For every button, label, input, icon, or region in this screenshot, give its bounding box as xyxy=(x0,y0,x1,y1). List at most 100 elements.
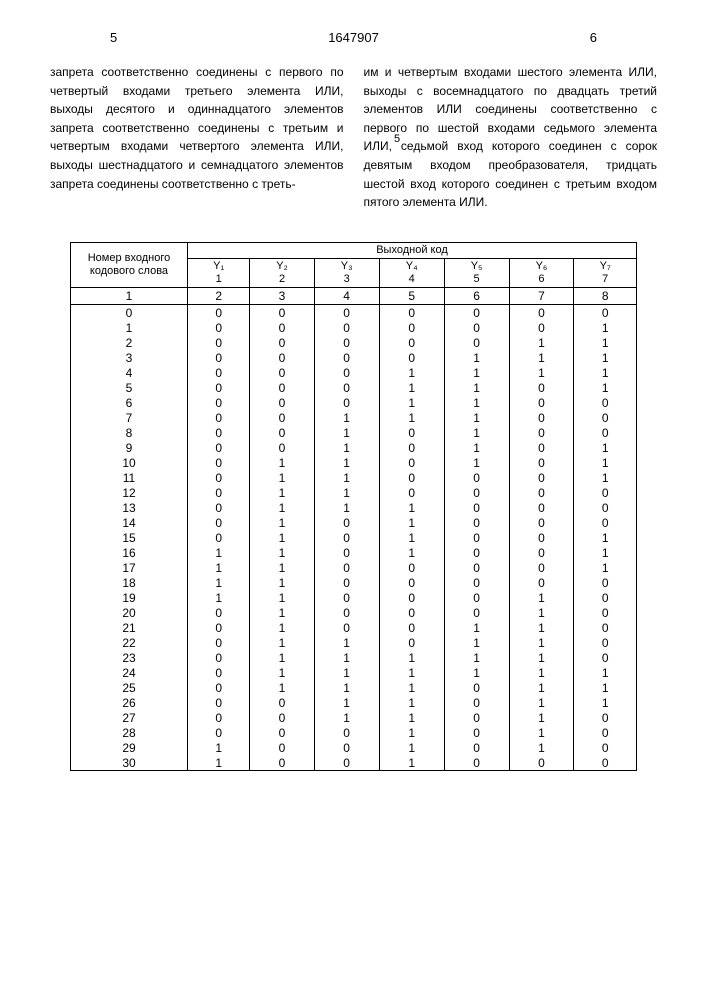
line-number-margin: 5 xyxy=(394,133,400,145)
table-cell: 0 xyxy=(188,455,250,470)
table-row: 100110101 xyxy=(71,455,637,470)
table-row: 60001100 xyxy=(71,395,637,410)
table-cell: 0 xyxy=(188,350,250,365)
table-cell: 1 xyxy=(188,590,250,605)
table-cell: 7 xyxy=(71,410,188,425)
table-cell: 0 xyxy=(188,515,250,530)
table-row: 00000000 xyxy=(71,305,637,321)
table-row: 191100010 xyxy=(71,590,637,605)
table-cell: 1 xyxy=(574,695,637,710)
table-cell: 0 xyxy=(188,365,250,380)
table-cell: 0 xyxy=(509,755,574,771)
table-cell: 3 xyxy=(71,350,188,365)
table-cell: 1 xyxy=(71,320,188,335)
table-cell: 1 xyxy=(250,515,314,530)
table-cell: 14 xyxy=(71,515,188,530)
table-cell: 1 xyxy=(574,380,637,395)
table-cell: 0 xyxy=(509,425,574,440)
col-header-y: Y₆6 xyxy=(509,258,574,287)
table-cell: 0 xyxy=(379,440,444,455)
col-header-word-number: Номер входного кодового слова xyxy=(71,242,188,288)
table-cell: 0 xyxy=(188,470,250,485)
table-cell: 1 xyxy=(379,695,444,710)
table-cell: 0 xyxy=(250,335,314,350)
table-cell: 0 xyxy=(509,455,574,470)
table-cell: 0 xyxy=(314,335,379,350)
table-cell: 1 xyxy=(379,755,444,771)
table-row: 260011011 xyxy=(71,695,637,710)
table-cell: 25 xyxy=(71,680,188,695)
table-cell: 0 xyxy=(509,410,574,425)
table-cell: 1 xyxy=(250,560,314,575)
table-cell: 1 xyxy=(574,335,637,350)
table-cell: 0 xyxy=(250,395,314,410)
table-cell: 0 xyxy=(314,305,379,321)
table-cell: 1 xyxy=(314,650,379,665)
table-cell: 29 xyxy=(71,740,188,755)
table-cell: 1 xyxy=(314,485,379,500)
table-cell: 0 xyxy=(188,710,250,725)
data-table-container: Номер входного кодового слова Выходной к… xyxy=(70,242,637,772)
table-cell: 1 xyxy=(444,650,509,665)
table-row: 140101000 xyxy=(71,515,637,530)
table-cell: 1 xyxy=(509,635,574,650)
table-cell: 0 xyxy=(509,560,574,575)
table-cell: 1 xyxy=(314,470,379,485)
col-index-cell: 8 xyxy=(574,288,637,305)
table-cell: 0 xyxy=(379,335,444,350)
table-cell: 0 xyxy=(574,755,637,771)
table-cell: 1 xyxy=(509,335,574,350)
table-cell: 1 xyxy=(574,665,637,680)
table-cell: 1 xyxy=(250,575,314,590)
table-cell: 1 xyxy=(509,695,574,710)
table-cell: 21 xyxy=(71,620,188,635)
table-row: 181100000 xyxy=(71,575,637,590)
table-cell: 1 xyxy=(250,455,314,470)
table-cell: 1 xyxy=(509,365,574,380)
table-cell: 0 xyxy=(444,740,509,755)
table-cell: 1 xyxy=(314,710,379,725)
table-row: 120110000 xyxy=(71,485,637,500)
table-cell: 16 xyxy=(71,545,188,560)
table-cell: 0 xyxy=(188,485,250,500)
table-cell: 0 xyxy=(188,410,250,425)
table-cell: 0 xyxy=(379,590,444,605)
table-cell: 1 xyxy=(250,485,314,500)
table-cell: 0 xyxy=(314,740,379,755)
right-column-text: им и четвертым входами шестого элемента … xyxy=(364,63,658,212)
table-cell: 0 xyxy=(379,635,444,650)
table-row: 161101001 xyxy=(71,545,637,560)
table-cell: 0 xyxy=(444,530,509,545)
table-cell: 20 xyxy=(71,605,188,620)
table-cell: 1 xyxy=(574,530,637,545)
table-cell: 1 xyxy=(314,680,379,695)
table-cell: 1 xyxy=(574,365,637,380)
table-cell: 17 xyxy=(71,560,188,575)
col-index-cell: 1 xyxy=(71,288,188,305)
table-cell: 13 xyxy=(71,500,188,515)
table-cell: 30 xyxy=(71,755,188,771)
table-cell: 1 xyxy=(314,500,379,515)
table-cell: 1 xyxy=(509,590,574,605)
table-cell: 1 xyxy=(379,650,444,665)
table-cell: 0 xyxy=(188,695,250,710)
table-cell: 1 xyxy=(379,410,444,425)
table-cell: 0 xyxy=(250,440,314,455)
table-cell: 0 xyxy=(379,575,444,590)
table-cell: 0 xyxy=(250,365,314,380)
table-cell: 0 xyxy=(379,320,444,335)
page-num-right: 6 xyxy=(590,30,597,45)
table-cell: 0 xyxy=(188,305,250,321)
table-cell: 0 xyxy=(314,320,379,335)
table-cell: 0 xyxy=(188,620,250,635)
col-header-y: Y₂2 xyxy=(250,258,314,287)
table-cell: 1 xyxy=(314,455,379,470)
table-row: 130111000 xyxy=(71,500,637,515)
table-cell: 1 xyxy=(379,530,444,545)
col-header-y: Y₁1 xyxy=(188,258,250,287)
table-row: 150101001 xyxy=(71,530,637,545)
table-cell: 1 xyxy=(509,740,574,755)
table-cell: 1 xyxy=(574,350,637,365)
table-cell: 1 xyxy=(250,530,314,545)
table-row: 250111011 xyxy=(71,680,637,695)
